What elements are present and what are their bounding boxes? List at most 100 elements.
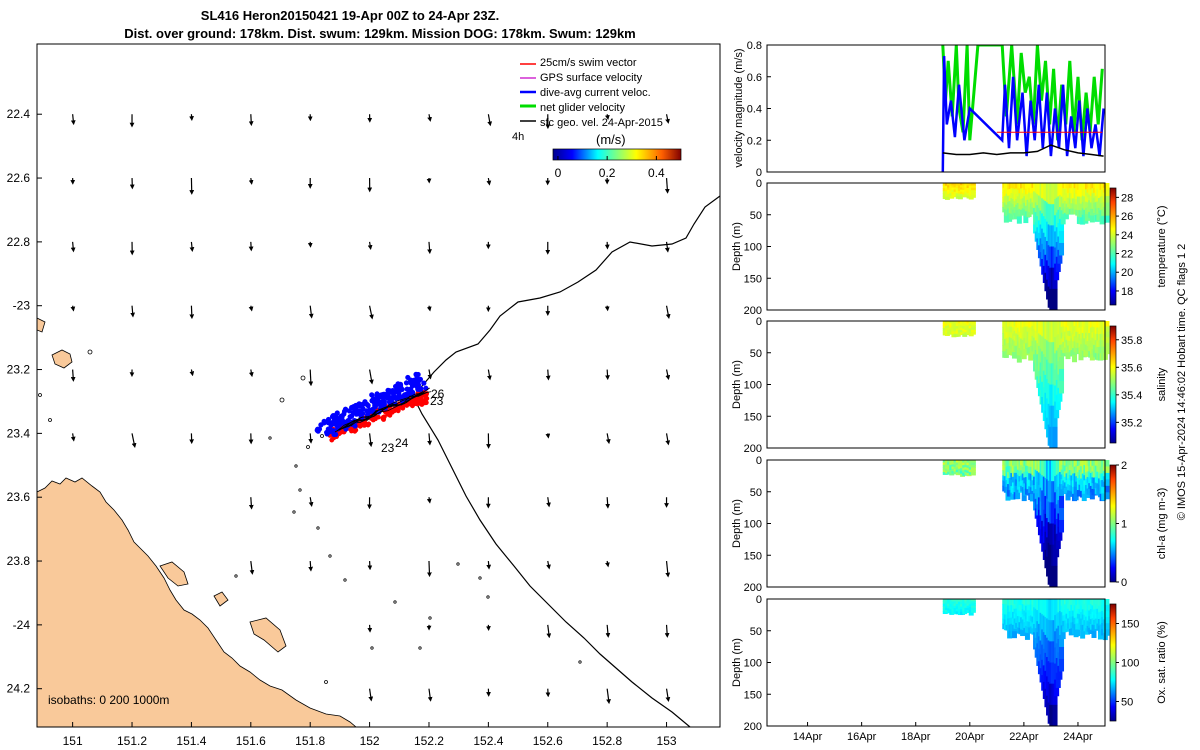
velocity-arrow: [308, 369, 314, 387]
depth-tick-label: 50: [750, 348, 762, 360]
velocity-arrow: [605, 433, 611, 445]
surface-velocity-arrows: [70, 114, 671, 705]
footer-credit: © IMOS 15-Apr-2024 14:46:02 Hobart time.…: [1176, 244, 1188, 521]
velocity-arrow: [427, 241, 432, 255]
colorbar-tick-label: 35.2: [1121, 417, 1142, 429]
profile-cell: [970, 603, 976, 607]
profile-cell: [1029, 494, 1035, 502]
map-x-tick-label: 152.6: [533, 734, 563, 748]
profile-cell: [970, 610, 976, 613]
dive-avg-mark: [413, 371, 419, 377]
profile-cell: [1080, 631, 1086, 639]
profile-cell: [1104, 321, 1110, 327]
velocity-arrow: [189, 369, 195, 377]
colorbar-label: Ox. sat. ratio (%): [1156, 621, 1168, 704]
profile-panel-salinity: 0 50 100 150 200 Depth (m) 35.8 35.6 35.4 35.2 sal…: [731, 316, 1168, 455]
map-x-tick-label: 152.8: [592, 734, 622, 748]
profile-cell: [1024, 632, 1030, 640]
velocity-arrow: [605, 497, 611, 509]
dive-avg-mark: [359, 410, 365, 417]
profile-cell: [1104, 492, 1110, 500]
velocity-series: [941, 56, 1105, 172]
map-x-tick-label: 152.2: [414, 734, 444, 748]
profile-cell: [970, 187, 976, 191]
legend-net: net glider velocity: [540, 102, 625, 114]
colorbar-tick-label: 35.4: [1121, 390, 1142, 402]
dive-avg-mark: [385, 394, 391, 400]
profile-cell: [1084, 214, 1090, 221]
colorbar-tick-label: 50: [1121, 697, 1133, 709]
profile-cell: [1052, 704, 1058, 727]
profile-cell: [1104, 202, 1110, 210]
profile-cell: [1005, 493, 1011, 501]
dive-avg-mark: [405, 374, 411, 381]
swim-vector-mark: [338, 430, 344, 435]
profile-cell: [970, 467, 976, 471]
profile-cell: [1104, 611, 1110, 618]
dive-avg-mark: [395, 389, 401, 395]
profile-cell: [1003, 215, 1009, 223]
profile-cell: [1084, 350, 1090, 357]
time-tick-label: 22Apr: [1009, 731, 1039, 743]
velocity-arrow: [427, 114, 432, 122]
depth-tick-label: 100: [744, 658, 762, 670]
dive-avg-mark: [423, 385, 429, 391]
velocity-y-tick-label: 0.6: [747, 72, 762, 84]
profile-panel-chlorophyll: 0 50 100 150 200 Depth (m) 2 1 0 chl-a (mg m-3): [731, 455, 1168, 594]
profile-cell: [1013, 212, 1019, 220]
velocity-y-tick-label: 0: [756, 167, 762, 179]
velocity-arrow: [70, 369, 76, 382]
velocity-arrow: [545, 369, 551, 381]
profile-cell: [1020, 629, 1026, 637]
colorbar-tick-label: 35.8: [1121, 335, 1142, 347]
profile-cell: [1016, 216, 1022, 224]
map-y-tick-label: 22.8: [7, 235, 31, 249]
profile-cell: [1072, 354, 1078, 363]
depth-tick-label: 0: [756, 455, 762, 467]
velocity-y-tick-label: 0.4: [747, 104, 762, 116]
profile-cell: [1057, 526, 1063, 541]
velocity-arrow: [665, 433, 671, 446]
profile-cell: [1075, 629, 1081, 637]
panel-colorbar: [1109, 187, 1117, 306]
colorbar-label: salinity: [1156, 367, 1168, 401]
time-marker: 4h: [512, 131, 524, 143]
velocity-y-tick-label: 0.2: [747, 135, 762, 147]
depth-tick-label: 200: [744, 721, 762, 733]
profile-cell: [1104, 215, 1110, 223]
velocity-arrow: [605, 369, 610, 381]
dive-avg-mark: [333, 431, 339, 437]
map-y-tick-label: 23.2: [7, 363, 31, 377]
depth-tick-label: 150: [744, 689, 762, 701]
profile-cell: [1104, 342, 1110, 349]
island: [159, 561, 189, 587]
panel-colorbar: [1109, 603, 1117, 722]
velocity-arrow: [426, 305, 432, 312]
profile-cell: [1104, 331, 1110, 338]
profile-cell: [1067, 490, 1073, 497]
depth-tick-label: 200: [744, 582, 762, 594]
depth-tick-label: 150: [744, 550, 762, 562]
velocity-arrow: [249, 560, 255, 575]
dive-avg-mark: [345, 418, 351, 424]
velocity-arrow: [605, 624, 611, 638]
island: [51, 349, 73, 369]
colorbar-tick-label: 20: [1121, 267, 1133, 279]
profile-cell: [1059, 658, 1065, 672]
map-x-tick-label: 151.4: [176, 734, 206, 748]
map-colorbar-tick-label: 0: [555, 166, 562, 180]
colorbar-label: chl-a (mg m-3): [1156, 488, 1168, 560]
map-y-tick-label: 23.8: [7, 554, 31, 568]
velocity-arrow: [369, 305, 374, 320]
profile-cell: [1104, 209, 1110, 217]
profile-cell: [1059, 218, 1065, 232]
profile-cell: [1104, 326, 1110, 333]
swim-vector-mark: [423, 400, 429, 406]
time-tick-label: 16Apr: [847, 731, 877, 743]
velocity-arrow: [487, 114, 493, 127]
velocity-arrow: [664, 241, 670, 253]
profile-cell: [1091, 631, 1097, 638]
velocity-arrow: [70, 433, 76, 442]
profile-cell: [1057, 249, 1063, 264]
